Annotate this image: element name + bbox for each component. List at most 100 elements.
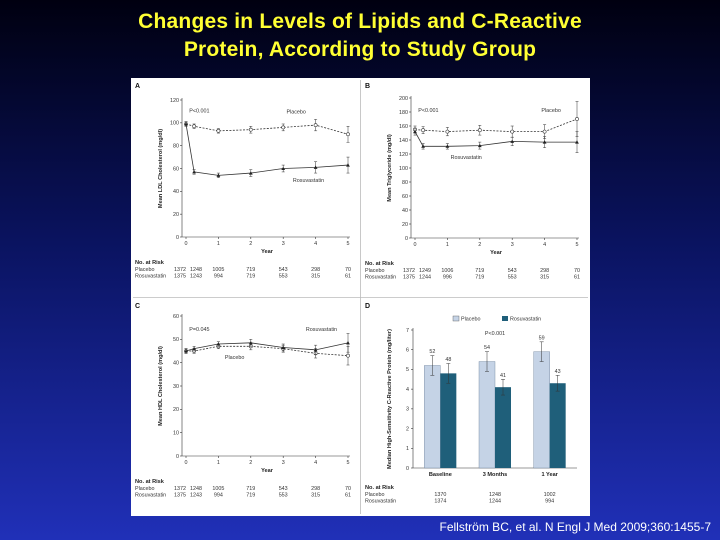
- risk-table-title: No. at Risk: [365, 261, 395, 267]
- risk-value: 1248: [190, 267, 202, 273]
- risk-value: 1005: [212, 486, 224, 492]
- risk-table-title: No. at Risk: [135, 479, 165, 485]
- y-tick-label: 120: [399, 152, 408, 158]
- y-tick-label: 120: [170, 98, 179, 104]
- x-tick-label: 2: [249, 241, 252, 247]
- risk-value: 1006: [441, 268, 453, 274]
- data-point-rosuvastatin: [216, 342, 221, 346]
- y-tick-label: 0: [406, 466, 409, 472]
- data-point-rosuvastatin: [184, 122, 188, 126]
- data-point-placebo: [477, 128, 482, 133]
- y-tick-label: 140: [399, 138, 408, 144]
- panel-C: C 0 10 20 30 40 50 60 0 1 2 3 4 5 Year Mean HDL Cholest…: [135, 303, 351, 499]
- x-tick-label: 4: [314, 460, 317, 466]
- y-tick-label: 60: [173, 166, 179, 172]
- y-tick-label: 50: [173, 337, 179, 343]
- y-tick-label: 0: [405, 236, 408, 242]
- x-tick-label: 0: [185, 241, 188, 247]
- data-point-rosuvastatin: [413, 129, 417, 134]
- data-point-rosuvastatin: [510, 139, 515, 143]
- data-point-rosuvastatin: [248, 341, 253, 345]
- y-axis-label: Median High-Sensitivity C-Reactive Prote…: [387, 329, 393, 469]
- x-tick-label: 5: [347, 460, 350, 466]
- data-point-placebo: [281, 125, 286, 130]
- risk-table-title: No. at Risk: [135, 260, 165, 266]
- y-axis-label: Mean LDL Cholesterol (mg/dl): [158, 129, 164, 208]
- risk-value: 543: [508, 268, 517, 274]
- bar-rosuvastatin: [440, 373, 457, 468]
- risk-row-label: Rosuvastatin: [365, 499, 396, 505]
- x-tick-label: 1: [446, 242, 449, 248]
- x-axis-label: Year: [490, 250, 503, 256]
- risk-value: 70: [345, 486, 351, 492]
- panel-B: B 0 20 40 60 80 100 120 140 160 180 200 0 1 2 3 4 5 Year Me…: [365, 83, 580, 281]
- panel-letter-C: C: [135, 303, 140, 310]
- risk-value: 1370: [434, 492, 446, 498]
- slide-title-line-2: Protein, According to Study Group: [183, 38, 537, 61]
- y-tick-label: 10: [173, 430, 179, 436]
- risk-row-label: Rosuvastatin: [365, 275, 396, 281]
- data-point-rosuvastatin: [184, 349, 188, 353]
- annotation: P<0.001: [485, 331, 505, 337]
- data-point-rosuvastatin: [248, 171, 253, 175]
- risk-row-label: Rosuvastatin: [135, 493, 166, 499]
- risk-value: 553: [279, 493, 288, 499]
- bar-label: 59: [539, 335, 545, 341]
- risk-value: 543: [279, 486, 288, 492]
- citation: Fellström BC, et al. N Engl J Med 2009;3…: [439, 520, 711, 534]
- annotation: Rosuvastatin: [293, 178, 324, 184]
- y-tick-label: 0: [176, 454, 179, 460]
- data-point-rosuvastatin: [192, 346, 196, 351]
- risk-value: 994: [214, 493, 223, 499]
- data-point-placebo: [313, 123, 318, 128]
- risk-value: 1244: [419, 275, 431, 281]
- bar-label: 52: [429, 349, 435, 355]
- x-axis-label: Year: [261, 249, 274, 255]
- panel-D: D 0 1 2 3 4 5 6 7 Median High-Sensitivity C-React…: [365, 303, 577, 505]
- risk-row-label: Placebo: [365, 492, 384, 498]
- x-tick-label: 1: [217, 241, 220, 247]
- risk-value: 719: [475, 268, 484, 274]
- legend-label-placebo: Placebo: [461, 317, 480, 323]
- figure-panel: A 0 20 40 60 80 100 120 0 1 2 3 4 5 Year Mean LDL Chole…: [131, 78, 590, 516]
- risk-value: 1249: [419, 268, 431, 274]
- y-tick-label: 5: [406, 367, 409, 373]
- risk-value: 315: [311, 493, 320, 499]
- risk-value: 1375: [174, 493, 186, 499]
- data-point-rosuvastatin: [346, 163, 350, 167]
- series-line-placebo: [414, 118, 578, 133]
- x-tick-label: 0: [185, 460, 188, 466]
- y-tick-label: 180: [399, 110, 408, 116]
- slide-title: Changes in Levels of Lipids and C-Reacti…: [0, 8, 720, 64]
- y-axis-label: Mean Triglyceride (mg/dl): [387, 134, 393, 202]
- y-tick-label: 100: [170, 121, 179, 127]
- data-point-placebo: [575, 117, 579, 121]
- risk-value: 315: [311, 274, 320, 280]
- risk-value: 1372: [174, 267, 186, 273]
- legend: Placebo Rosuvastatin: [452, 315, 541, 323]
- data-point-rosuvastatin: [313, 165, 318, 169]
- y-tick-label: 40: [173, 360, 179, 366]
- data-point-rosuvastatin: [281, 166, 286, 170]
- risk-value: 70: [574, 268, 580, 274]
- y-tick-label: 30: [173, 384, 179, 390]
- x-tick-label: 2: [249, 460, 252, 466]
- x-tick-label: 1: [217, 460, 220, 466]
- risk-value: 719: [246, 493, 255, 499]
- x-axis-label: Year: [261, 468, 274, 474]
- panel-A: A 0 20 40 60 80 100 120 0 1 2 3 4 5 Year Mean LDL Chole…: [135, 83, 351, 280]
- risk-value: 298: [311, 486, 320, 492]
- y-tick-label: 20: [402, 222, 408, 228]
- y-tick-label: 0: [176, 235, 179, 241]
- risk-value: 315: [540, 275, 549, 281]
- slide-title-line-1: Changes in Levels of Lipids and C-Reacti…: [138, 10, 582, 33]
- y-tick-label: 80: [402, 180, 408, 186]
- risk-value: 61: [345, 274, 351, 280]
- data-point-rosuvastatin: [445, 144, 450, 148]
- y-tick-label: 20: [173, 212, 179, 218]
- risk-value: 719: [246, 274, 255, 280]
- data-point-placebo: [421, 128, 426, 133]
- risk-row-label: Placebo: [135, 267, 154, 273]
- risk-value: 1243: [190, 274, 202, 280]
- y-tick-label: 4: [406, 387, 409, 393]
